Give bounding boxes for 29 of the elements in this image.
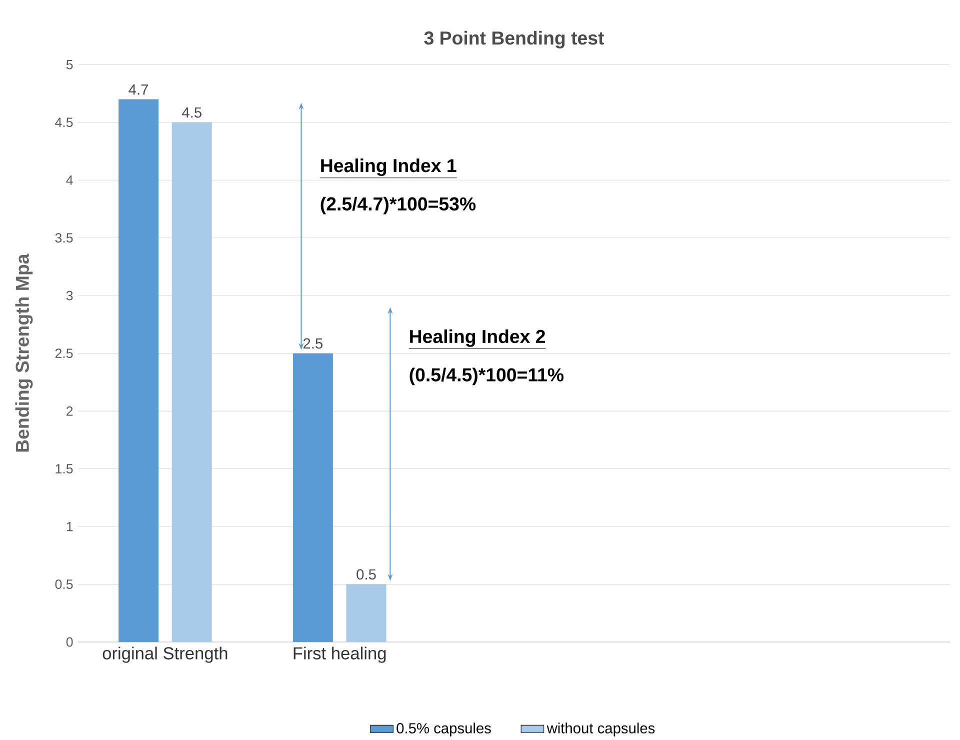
data-label: 4.7 <box>128 84 148 95</box>
y-tick-label: 0.5 <box>55 580 73 589</box>
chart-title: 3 Point Bending test <box>424 30 604 48</box>
y-tick-label: 4 <box>66 176 73 185</box>
y-tick-label: 3.5 <box>55 233 73 243</box>
x-tick-label: First healing <box>294 646 386 663</box>
bar <box>346 584 386 642</box>
bar <box>292 353 333 642</box>
bar <box>118 99 159 642</box>
y-axis-title: Bending Strength Mpa <box>15 254 33 452</box>
annotation: Healing Index 1 <box>321 158 456 176</box>
y-tick-label: 3 <box>66 290 73 300</box>
x-tick-label: original Strength <box>102 646 228 663</box>
legend-label: 0.5% capsules <box>396 722 491 736</box>
y-tick-label: 1 <box>66 522 73 532</box>
y-tick-label: 2.5 <box>55 348 73 358</box>
annotation: (2.5/4.7)*100=53% <box>320 196 476 214</box>
data-label: 2.5 <box>303 338 323 349</box>
annotation: (0.5/4.5)*100=11% <box>410 368 564 386</box>
y-tick-label: 4.5 <box>55 118 73 128</box>
y-tick-label: 2 <box>66 406 73 416</box>
data-label: 4.5 <box>182 107 202 118</box>
annotation: Healing Index 2 <box>410 329 546 347</box>
y-tick-label: 5 <box>66 60 73 70</box>
bar <box>172 122 212 642</box>
y-tick-label: 1.5 <box>56 464 73 474</box>
y-tick-label: 0 <box>66 637 73 647</box>
legend-label: without capsules <box>546 722 655 736</box>
data-label: 0.5 <box>356 569 376 580</box>
